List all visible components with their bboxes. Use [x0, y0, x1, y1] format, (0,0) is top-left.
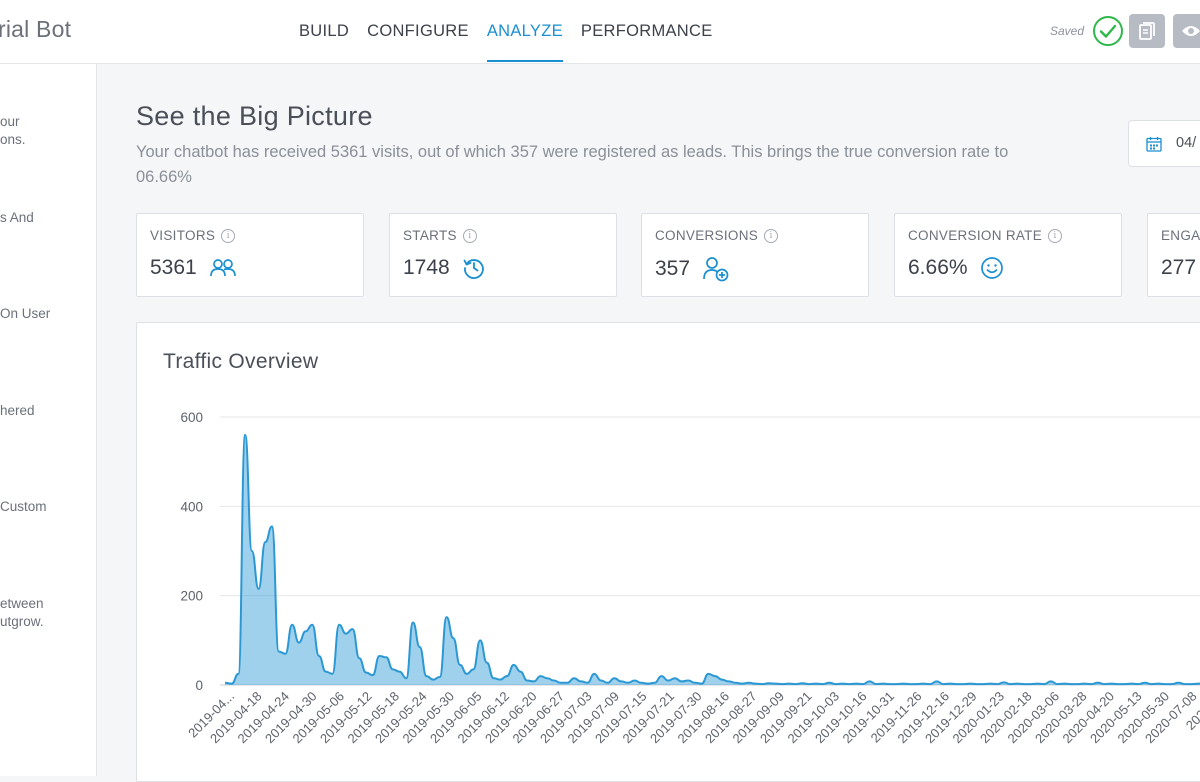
y-tick-label: 400: [180, 499, 203, 514]
pages-button[interactable]: [1129, 14, 1165, 48]
sidebar-item-4[interactable]: hered: [0, 402, 35, 420]
stat-value: 6.66%: [908, 256, 968, 279]
traffic-line: [224, 433, 1200, 686]
sidebar-item-5[interactable]: Custom: [0, 498, 47, 516]
stat-label-row: VISITORS i: [150, 228, 236, 243]
user-plus-icon: [703, 257, 729, 282]
main-content: See the Big Picture Your chatbot has rec…: [97, 64, 1200, 782]
sidebar-item-6[interactable]: etween utgrow.: [0, 595, 44, 631]
stat-value: 1748: [403, 256, 450, 279]
stat-value-row: 6.66%: [908, 256, 1004, 280]
tab-build[interactable]: BUILD: [299, 22, 350, 40]
page-title: See the Big Picture: [136, 101, 373, 131]
save-status: Saved: [1050, 15, 1124, 47]
y-tick-label: 0: [195, 678, 203, 693]
document-icon: [1139, 22, 1155, 40]
stat-value-row: 357: [655, 256, 730, 282]
y-tick-label: 200: [180, 589, 203, 604]
stat-value-row: 277: [1161, 256, 1196, 280]
stat-label-row: CONVERSIONS i: [655, 228, 779, 243]
stat-label-row: STARTS i: [403, 228, 477, 243]
sidebar-item-line: our: [0, 114, 20, 129]
sidebar-item-3[interactable]: On User: [0, 305, 50, 323]
stat-label: CONVERSIONS: [655, 228, 759, 243]
saved-label: Saved: [1050, 24, 1085, 38]
sidebar-item-line: Custom: [0, 499, 47, 514]
tab-configure[interactable]: CONFIGURE: [367, 22, 469, 40]
tab-analyze[interactable]: ANALYZE: [478, 0, 572, 64]
info-icon[interactable]: i: [764, 228, 779, 243]
tab-performance[interactable]: PERFORMANCE: [580, 22, 713, 40]
sidebar-item-1[interactable]: our ons.: [0, 113, 26, 149]
sidebar-item-line: ons.: [0, 132, 26, 147]
stat-value: 277: [1161, 256, 1197, 279]
page-subtitle: Your chatbot has received 5361 visits, o…: [136, 143, 1009, 186]
stat-label-row: CONVERSION RATE i: [908, 228, 1063, 243]
sidebar-item-line: On User: [0, 306, 51, 321]
preview-button[interactable]: [1173, 14, 1200, 48]
stat-card-starts: STARTS i 1748: [389, 213, 617, 297]
stat-value-row: 5361: [150, 256, 237, 280]
traffic-area: [225, 434, 1200, 685]
stat-label: VISITORS: [150, 228, 216, 243]
y-tick-label: 600: [180, 410, 203, 425]
stat-label: STARTS: [403, 228, 457, 243]
stat-value: 5361: [150, 256, 197, 279]
top-bar: rial Bot BUILD CONFIGURE ANALYZE PERFORM…: [0, 0, 1200, 64]
stat-label-row: ENGA: [1161, 228, 1200, 243]
app-title: rial Bot: [0, 16, 72, 42]
stat-label: CONVERSION RATE: [908, 228, 1043, 243]
date-range-text: 04/: [1176, 135, 1197, 151]
calendar-icon: [1146, 137, 1162, 152]
sidebar-item-line: utgrow.: [0, 614, 44, 629]
sidebar-item-line: etween: [0, 596, 44, 611]
stat-card-conversion-rate: CONVERSION RATE i 6.66%: [894, 213, 1122, 297]
traffic-chart: 02004006002019-04...2019-04-182019-04-24…: [180, 410, 1200, 746]
stat-label: ENGA: [1161, 228, 1200, 243]
sidebar: our ons. s And On User hered Custom etwe…: [0, 64, 97, 776]
stat-card-conversions: CONVERSIONS i 357: [641, 213, 869, 297]
sidebar-item-2[interactable]: s And: [0, 209, 34, 227]
history-icon: [463, 259, 484, 279]
stat-card-visitors: VISITORS i 5361: [136, 213, 364, 297]
main-nav: BUILD CONFIGURE ANALYZE PERFORMANCE: [299, 0, 722, 64]
eye-icon: [1182, 26, 1200, 36]
date-range-picker[interactable]: 04/: [1128, 120, 1200, 167]
check-circle-icon: [1093, 16, 1124, 46]
stat-card-engagement: ENGA 277: [1147, 213, 1200, 297]
sidebar-item-line: s And: [0, 210, 34, 225]
stat-value-row: 1748: [403, 256, 486, 280]
traffic-overview-card: Traffic Overview 0 200 400 600 2019-04... 201…: [136, 322, 1200, 782]
stat-value: 357: [655, 257, 691, 280]
info-icon[interactable]: i: [462, 228, 477, 243]
chart-title: Traffic Overview: [163, 350, 319, 373]
sidebar-item-line: hered: [0, 403, 35, 418]
smile-icon: [980, 257, 1003, 279]
info-icon[interactable]: i: [221, 228, 236, 243]
users-icon: [209, 259, 236, 277]
info-icon[interactable]: i: [1048, 228, 1063, 243]
